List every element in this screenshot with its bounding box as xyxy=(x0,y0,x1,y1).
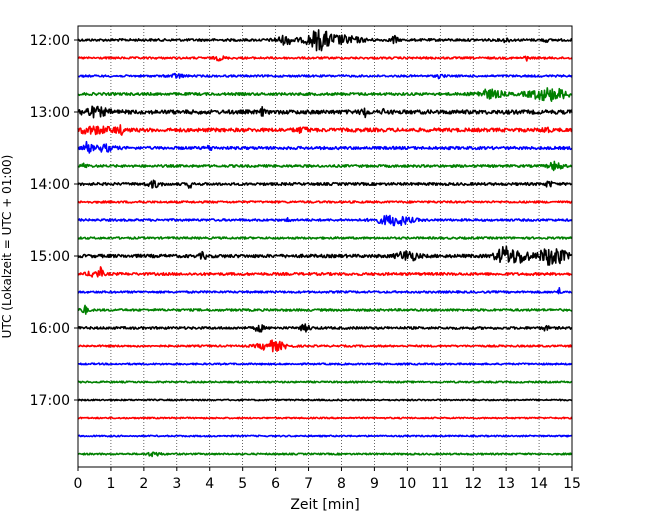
y-tick-label: 17:00 xyxy=(30,393,70,409)
plot-frame xyxy=(77,25,573,468)
trace-1515 xyxy=(77,266,573,278)
x-tick-label: 14 xyxy=(530,476,548,492)
trace-1630 xyxy=(77,362,573,366)
trace-1445 xyxy=(77,236,573,240)
x-tick-label: 6 xyxy=(271,476,280,492)
trace-1615 xyxy=(77,339,573,353)
x-tick-label: 0 xyxy=(74,476,83,492)
trace-1745 xyxy=(77,451,573,458)
axis-layer: 0 1 2 3 4 5 6 7 8 9 10 11 12 13 14 1512:0013:0014:0015:… xyxy=(30,33,581,492)
x-tick-label: 12 xyxy=(464,476,482,492)
trace-1230 xyxy=(77,72,573,80)
trace-1215 xyxy=(77,55,573,62)
trace-1315 xyxy=(77,124,573,136)
y-tick-label: 15:00 xyxy=(30,249,70,265)
x-tick-label: 7 xyxy=(304,476,313,492)
trace-1645 xyxy=(77,380,573,384)
trace-1500 xyxy=(77,245,573,266)
x-tick-label: 4 xyxy=(205,476,214,492)
trace-1715 xyxy=(77,416,573,420)
x-tick-label: 5 xyxy=(238,476,247,492)
x-tick-label: 1 xyxy=(106,476,115,492)
x-tick-label: 10 xyxy=(398,476,416,492)
x-tick-label: 13 xyxy=(497,476,515,492)
trace-1400 xyxy=(77,179,573,189)
trace-1330 xyxy=(77,140,573,154)
trace-1600 xyxy=(77,323,573,333)
y-tick-label: 16:00 xyxy=(30,321,70,337)
trace-layer xyxy=(77,29,573,458)
trace-1345 xyxy=(77,160,573,172)
trace-1245 xyxy=(77,87,573,102)
trace-1545 xyxy=(77,304,573,315)
trace-1730 xyxy=(77,434,573,438)
x-tick-label: 8 xyxy=(337,476,346,492)
x-axis-title: Zeit [min] xyxy=(290,497,359,513)
trace-1415 xyxy=(77,200,573,204)
y-tick-label: 14:00 xyxy=(30,177,70,193)
y-tick-label: 13:00 xyxy=(30,105,70,121)
x-tick-label: 15 xyxy=(563,476,581,492)
x-tick-label: 2 xyxy=(139,476,148,492)
trace-1300 xyxy=(77,105,573,119)
x-tick-label: 3 xyxy=(172,476,181,492)
trace-1700 xyxy=(77,398,573,402)
trace-1430 xyxy=(77,214,573,227)
trace-1200 xyxy=(77,29,573,52)
y-tick-label: 12:00 xyxy=(30,33,70,49)
trace-1530 xyxy=(77,287,573,295)
x-tick-label: 9 xyxy=(370,476,379,492)
y-axis-title: UTC (Lokalzeit = UTC + 01:00) xyxy=(0,155,14,339)
x-tick-label: 11 xyxy=(431,476,449,492)
